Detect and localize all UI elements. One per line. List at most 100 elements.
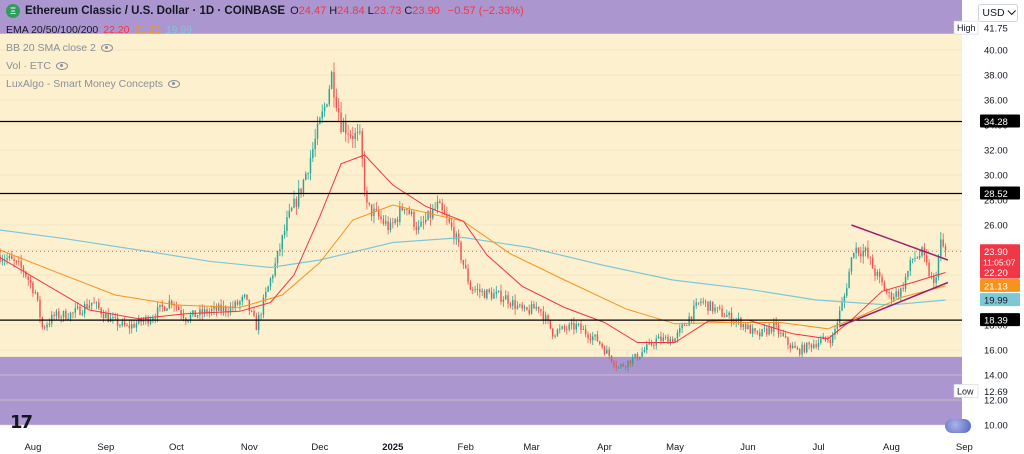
- candle: [697, 302, 700, 304]
- candle: [403, 209, 406, 211]
- candle: [624, 366, 627, 368]
- candle: [497, 290, 500, 292]
- candle: [890, 292, 893, 300]
- ema-legend[interactable]: EMA 20/50/100/200 22.20 21.13 19.99: [6, 24, 197, 36]
- candle: [921, 247, 923, 256]
- globe-icon[interactable]: [945, 419, 971, 433]
- price-axis-tag: [980, 265, 1020, 279]
- candle: [737, 318, 740, 321]
- ohlc-value: 24.47: [298, 5, 327, 17]
- candle: [608, 349, 610, 356]
- x-tick-label: Jul: [812, 442, 824, 453]
- countdown-label: 11:05:07: [983, 257, 1016, 267]
- candle: [641, 352, 643, 357]
- candle: [69, 312, 72, 319]
- candle: [201, 309, 204, 314]
- candle: [867, 247, 869, 258]
- x-tick-label: Sep: [97, 442, 114, 453]
- candle: [401, 206, 403, 211]
- eye-hidden-icon[interactable]: [100, 44, 113, 52]
- candle: [55, 311, 58, 317]
- candle: [591, 336, 594, 341]
- candle: [406, 209, 408, 211]
- candle: [493, 293, 495, 299]
- candle: [453, 226, 455, 240]
- eye-hidden-icon[interactable]: [168, 80, 180, 88]
- candle: [864, 247, 867, 251]
- candle: [29, 279, 32, 283]
- candle: [855, 247, 857, 253]
- ohlc-value: 24.84: [337, 5, 365, 17]
- candle: [415, 226, 418, 231]
- candle: [95, 302, 98, 304]
- candle: [420, 221, 422, 227]
- candle: [751, 328, 754, 334]
- chevron-down-icon: [1007, 6, 1016, 16]
- wedge-upper-line[interactable]: [851, 224, 949, 261]
- candle: [620, 364, 622, 368]
- candle: [768, 326, 770, 335]
- candle: [220, 304, 222, 312]
- candle: [815, 344, 817, 347]
- y-tick-label: 32.00: [984, 146, 1008, 157]
- x-tick-label: Oct: [169, 442, 184, 453]
- price-axis[interactable]: [962, 0, 1024, 454]
- candle: [653, 345, 655, 346]
- symbol-header: Ξ Ethereum Classic / U.S. Dollar · 1D · …: [6, 4, 524, 18]
- y-tick-label: 30.00: [984, 171, 1008, 182]
- time-axis[interactable]: [0, 425, 962, 454]
- ema-value: 21.13: [134, 24, 161, 36]
- candle: [432, 208, 434, 219]
- candle: [589, 338, 592, 341]
- candle: [714, 307, 716, 312]
- candle: [806, 342, 808, 353]
- candle: [192, 310, 194, 315]
- candle: [690, 316, 693, 319]
- candle: [554, 335, 556, 337]
- candle: [65, 311, 67, 320]
- candle: [519, 304, 521, 306]
- candle: [514, 300, 516, 309]
- candle: [187, 320, 189, 322]
- candle: [168, 300, 171, 309]
- high-label: High: [957, 23, 976, 33]
- candle: [561, 326, 563, 329]
- candle: [53, 314, 55, 317]
- candle: [79, 306, 81, 315]
- candle: [596, 334, 599, 342]
- candle: [166, 308, 168, 311]
- candle: [340, 112, 342, 132]
- candle: [312, 148, 314, 159]
- indicator-vol[interactable]: Vol · ETC: [6, 60, 68, 72]
- indicator-smc[interactable]: LuxAlgo - Smart Money Concepts: [6, 78, 180, 90]
- candle: [784, 335, 787, 338]
- candle: [897, 291, 900, 297]
- indicator-bb[interactable]: BB 20 SMA close 2: [6, 42, 113, 54]
- currency-button[interactable]: USD: [978, 4, 1018, 22]
- eye-hidden-icon[interactable]: [55, 62, 68, 70]
- candle: [370, 204, 373, 217]
- candle: [570, 322, 573, 325]
- candle: [629, 360, 632, 364]
- candle: [295, 198, 298, 207]
- candle: [267, 286, 269, 292]
- candle: [241, 296, 243, 302]
- wedge-lower-line[interactable]: [839, 281, 949, 327]
- candle: [41, 317, 44, 328]
- candle: [215, 306, 218, 311]
- candle: [293, 198, 295, 208]
- candle: [382, 219, 385, 224]
- supply-demand-zone: [0, 0, 962, 34]
- candle: [556, 329, 559, 336]
- candle: [817, 342, 820, 347]
- candle: [566, 328, 568, 330]
- candle: [888, 292, 890, 294]
- candle: [359, 131, 361, 133]
- symbol-title[interactable]: Ethereum Classic / U.S. Dollar · 1D · CO…: [25, 5, 286, 17]
- candle: [834, 328, 836, 335]
- candle: [443, 210, 446, 215]
- candle: [170, 300, 173, 305]
- price-change: −0.57 (−2.33%): [447, 5, 524, 17]
